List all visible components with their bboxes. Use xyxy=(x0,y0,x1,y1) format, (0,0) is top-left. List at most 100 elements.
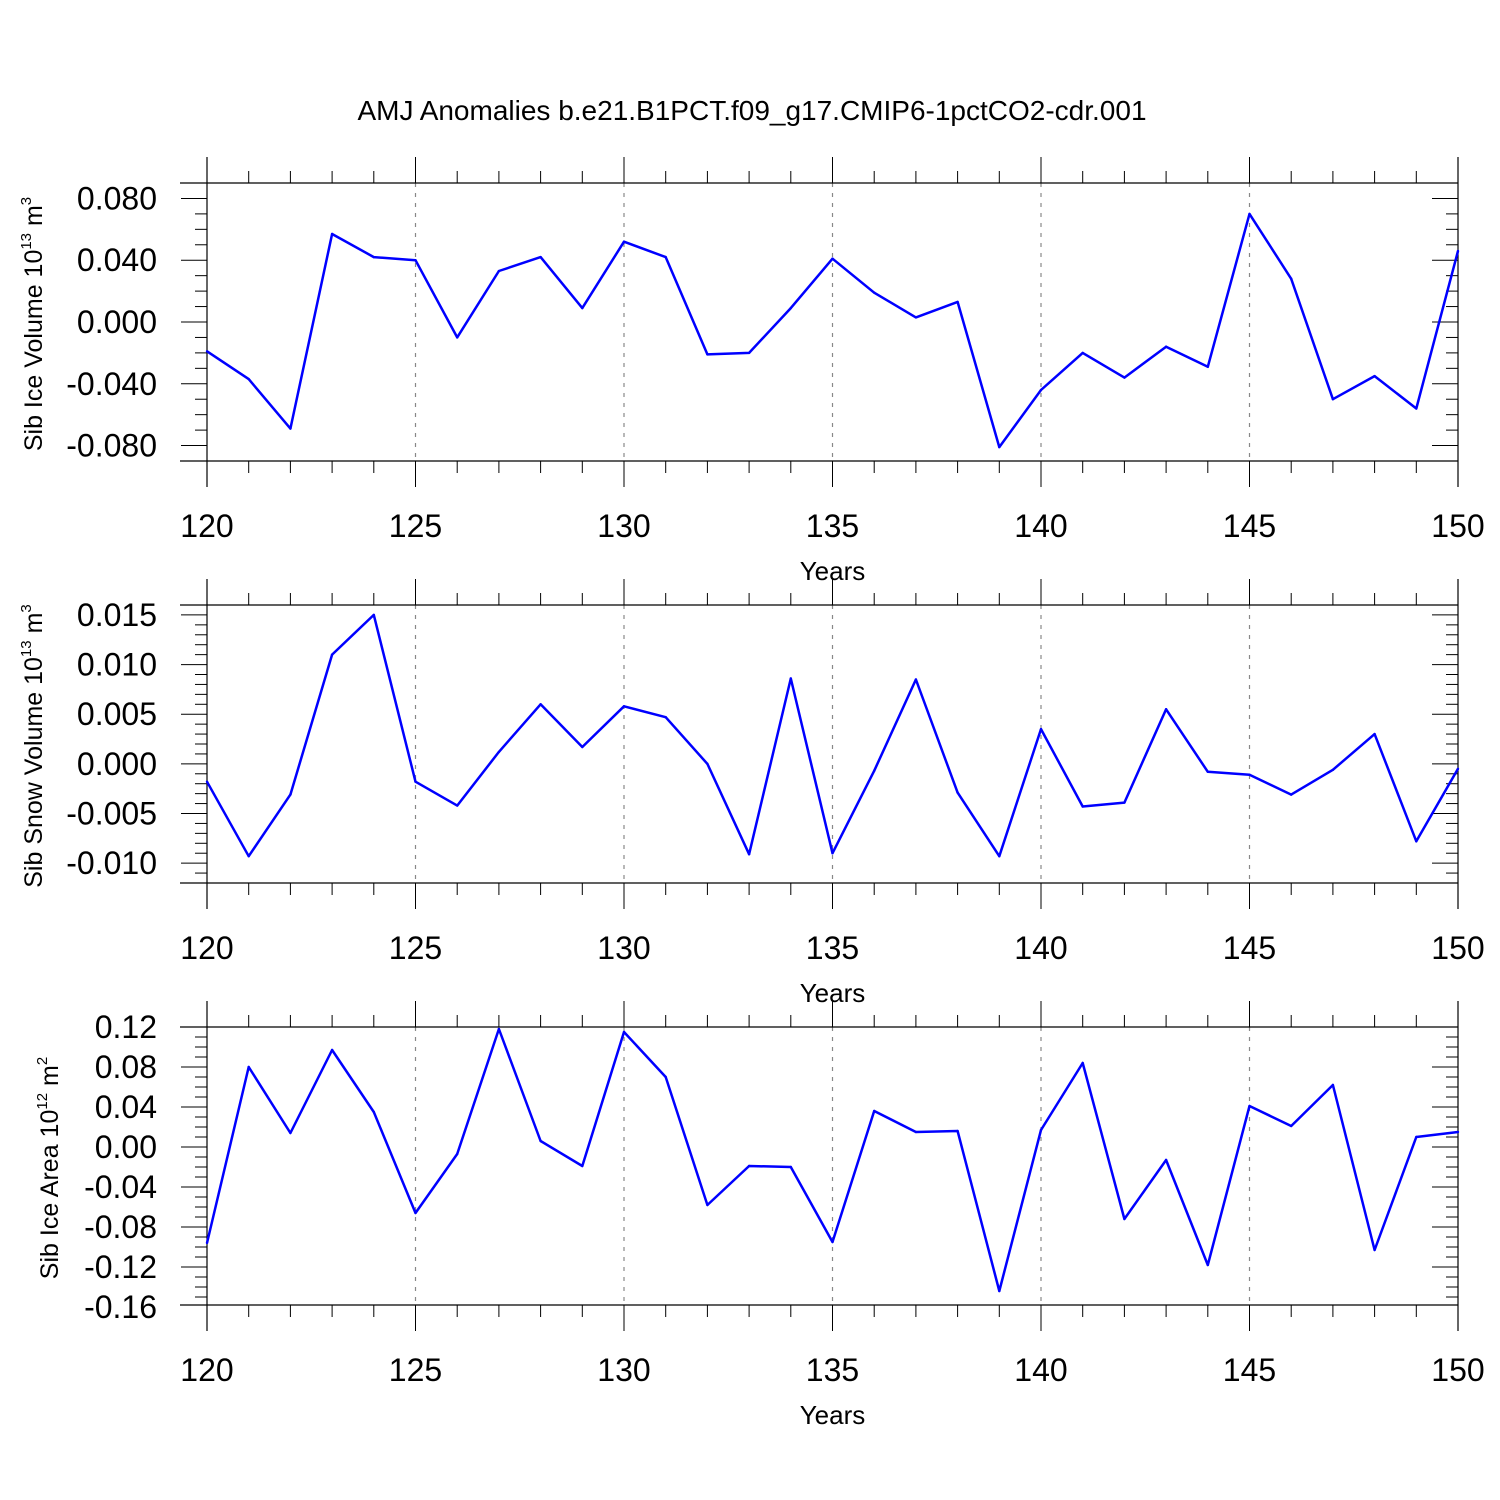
data-point xyxy=(706,1203,709,1207)
y-tick-label: -0.040 xyxy=(66,366,157,402)
x-axis-title: Years xyxy=(800,1400,866,1430)
y-tick-label: -0.16 xyxy=(84,1289,157,1325)
x-tick-label: 150 xyxy=(1431,930,1484,966)
data-point xyxy=(1081,805,1084,808)
y-tick-label: -0.005 xyxy=(66,796,157,832)
panels: -0.080 -0.040 0.000 0.040 0.080 120 125 130 135 1… xyxy=(18,157,1485,1430)
data-point xyxy=(998,854,1001,858)
data-point xyxy=(1456,249,1460,253)
y-tick-label: -0.12 xyxy=(84,1249,157,1285)
x-tick-label: 130 xyxy=(597,1352,650,1388)
y-tick-label: -0.04 xyxy=(84,1169,157,1205)
data-point xyxy=(1039,1128,1043,1132)
data-point xyxy=(664,255,667,259)
data-point xyxy=(1331,398,1335,401)
data-point xyxy=(789,1165,792,1169)
data-point xyxy=(1373,1248,1376,1252)
y-tick-label: 0.010 xyxy=(77,647,157,683)
data-point xyxy=(914,1130,918,1134)
y-tick-label: 0.040 xyxy=(77,242,157,278)
x-tick-label: 150 xyxy=(1431,508,1484,544)
data-point xyxy=(873,1109,876,1113)
data-point xyxy=(998,445,1001,449)
data-point xyxy=(1164,1158,1168,1162)
y-axis-title: Sib Snow Volume 1013 m3 xyxy=(18,604,48,888)
data-point xyxy=(497,269,501,273)
data-point xyxy=(1373,732,1376,736)
x-tick-label: 130 xyxy=(597,930,650,966)
data-point xyxy=(1415,1135,1418,1139)
data-point xyxy=(622,1030,626,1034)
data-point xyxy=(456,804,459,807)
data-point xyxy=(456,336,459,339)
data-point xyxy=(706,353,709,356)
x-tick-label: 125 xyxy=(389,930,442,966)
x-tick-label: 135 xyxy=(806,1352,859,1388)
data-point xyxy=(1415,840,1418,843)
panel-ice-area: -0.16 -0.12 -0.08 -0.04 0.00 0.04 0.08 0.12 120 1… xyxy=(34,1001,1485,1430)
data-point xyxy=(622,240,626,243)
data-point xyxy=(1206,770,1210,773)
data-point xyxy=(873,769,876,773)
y-axis-title-unit: m xyxy=(20,613,48,641)
data-point xyxy=(1164,708,1168,711)
data-point xyxy=(956,791,959,794)
x-tick-label: 150 xyxy=(1431,1352,1484,1388)
x-tick-label: 140 xyxy=(1014,930,1067,966)
data-point xyxy=(747,853,751,856)
data-point xyxy=(372,255,375,259)
data-point xyxy=(581,306,584,310)
data-point xyxy=(205,780,209,783)
data-point xyxy=(1039,388,1043,392)
data-point xyxy=(289,1131,292,1135)
data-point xyxy=(831,852,834,855)
y-axis-title-unit-power: 3 xyxy=(18,604,35,612)
y-tick-label: -0.080 xyxy=(66,428,157,464)
data-point xyxy=(539,255,542,259)
data-point xyxy=(1123,1217,1126,1221)
data-point xyxy=(581,745,584,749)
data-point xyxy=(539,1139,542,1143)
data-point xyxy=(1039,727,1043,731)
data-point xyxy=(205,1241,209,1245)
data-point xyxy=(372,613,375,617)
data-point xyxy=(1290,793,1293,796)
data-point xyxy=(1456,767,1460,771)
data-point xyxy=(247,377,250,381)
data-point xyxy=(1415,407,1418,410)
data-point xyxy=(1123,801,1126,804)
figure-title: AMJ Anomalies b.e21.B1PCT.f09_g17.CMIP6-… xyxy=(357,95,1146,126)
data-point xyxy=(330,653,334,656)
data-point xyxy=(497,1027,501,1031)
data-point xyxy=(1081,351,1084,355)
x-tick-label: 140 xyxy=(1014,1352,1067,1388)
y-axis-title: Sib Ice Area 1012 m2 xyxy=(34,1057,64,1279)
data-point xyxy=(289,793,292,796)
x-tick-label: 135 xyxy=(806,930,859,966)
data-point xyxy=(1456,1130,1460,1134)
data-point xyxy=(414,259,417,262)
y-tick-label: 0.000 xyxy=(77,746,157,782)
data-point xyxy=(1248,773,1251,776)
y-tick-label: 0.015 xyxy=(77,597,157,633)
data-point xyxy=(1331,1083,1335,1087)
data-point xyxy=(914,678,918,681)
data-point xyxy=(581,1164,584,1168)
y-axis-title-prefix: Sib Snow Volume 10 xyxy=(20,657,48,888)
y-tick-label: 0.080 xyxy=(77,180,157,216)
data-point xyxy=(1248,212,1251,216)
data-point xyxy=(831,1240,834,1244)
data-point xyxy=(456,1152,459,1156)
data-point xyxy=(747,351,751,355)
x-tick-label: 145 xyxy=(1223,1352,1276,1388)
y-axis-title-unit: m xyxy=(20,205,48,233)
data-point xyxy=(372,1110,375,1114)
y-tick-label: 0.04 xyxy=(95,1089,157,1125)
data-point xyxy=(664,1075,667,1079)
data-point xyxy=(414,1211,417,1215)
data-point xyxy=(998,1289,1001,1293)
data-point xyxy=(1248,1104,1251,1108)
y-axis-title-unit-power: 3 xyxy=(18,197,35,205)
x-tick-label: 130 xyxy=(597,508,650,544)
